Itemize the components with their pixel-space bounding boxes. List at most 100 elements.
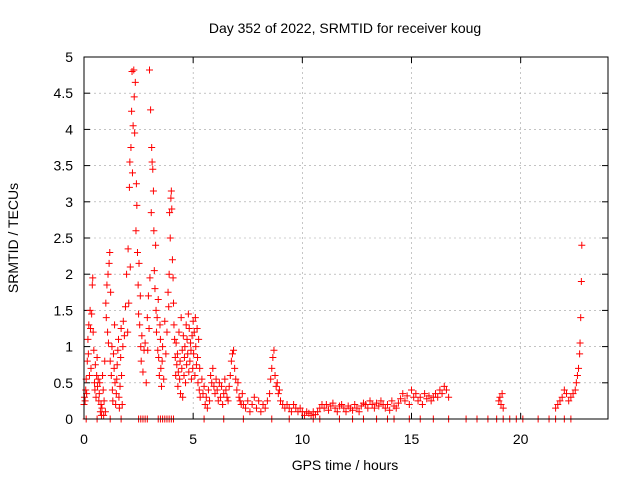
data-point	[102, 299, 110, 307]
data-point	[427, 397, 435, 405]
data-point	[156, 321, 164, 329]
data-point	[386, 406, 394, 414]
data-point	[554, 401, 562, 409]
data-point	[144, 346, 152, 354]
data-point	[128, 67, 136, 75]
data-point	[200, 382, 208, 390]
data-point	[128, 107, 136, 115]
data-point	[103, 281, 111, 289]
data-point	[230, 346, 238, 354]
data-point	[496, 393, 504, 401]
data-point	[131, 78, 139, 86]
data-point	[187, 346, 195, 354]
data-point	[82, 386, 90, 394]
data-point	[259, 401, 267, 409]
data-point	[239, 401, 247, 409]
data-point	[277, 397, 284, 405]
data-point	[569, 390, 577, 398]
data-point	[153, 314, 161, 322]
data-point	[392, 404, 400, 412]
data-point	[162, 350, 170, 358]
data-point	[408, 386, 415, 394]
data-point	[114, 346, 122, 354]
data-point	[266, 390, 274, 398]
data-point	[154, 296, 162, 304]
data-point	[269, 353, 277, 361]
data-point	[199, 390, 207, 398]
y-tick-labels: 0 0.5 1 1.5 2 2.5 3 3.5 4 4.5 5	[54, 49, 74, 427]
data-point	[351, 401, 359, 409]
data-point	[142, 379, 150, 387]
data-point	[225, 382, 233, 390]
data-point	[126, 263, 134, 271]
data-point	[206, 397, 214, 405]
data-point	[186, 357, 194, 365]
data-point	[577, 314, 585, 322]
data-point	[147, 106, 155, 114]
x-tick-label: 20	[513, 431, 529, 447]
data-point	[296, 404, 304, 412]
data-point	[263, 397, 271, 405]
data-point	[125, 183, 133, 191]
data-point	[273, 379, 281, 387]
data-point	[180, 372, 188, 380]
data-point	[383, 401, 391, 409]
data-point	[563, 390, 571, 398]
data-point	[105, 259, 113, 267]
data-point	[214, 397, 222, 405]
data-point	[152, 328, 160, 336]
data-point	[178, 346, 186, 354]
data-point	[179, 393, 187, 401]
data-point	[228, 350, 236, 358]
data-point	[148, 158, 156, 166]
data-point	[156, 335, 164, 343]
data-point	[89, 274, 97, 282]
data-point	[89, 328, 97, 336]
data-point	[242, 404, 250, 412]
data-point	[236, 397, 244, 405]
data-point	[160, 375, 168, 383]
data-point	[340, 404, 348, 412]
data-point	[192, 361, 200, 369]
data-point	[91, 386, 99, 394]
data-point	[573, 372, 581, 380]
data-point	[227, 357, 235, 365]
data-point	[108, 386, 116, 394]
y-tick-label: 3	[65, 194, 73, 210]
data-point	[175, 328, 183, 336]
y-tick-label: 0	[65, 411, 73, 427]
data-point	[172, 372, 180, 380]
data-point	[272, 382, 280, 390]
data-point	[215, 379, 223, 387]
data-point	[150, 267, 158, 275]
data-point	[185, 325, 193, 332]
data-point	[267, 375, 275, 383]
data-point	[189, 364, 197, 372]
data-point	[88, 281, 96, 289]
data-point	[129, 122, 137, 130]
data-point	[183, 361, 191, 369]
data-point	[257, 408, 265, 416]
data-point	[270, 346, 278, 354]
data-point	[207, 372, 215, 380]
data-point	[104, 339, 112, 347]
data-point	[261, 404, 269, 412]
data-point	[118, 401, 126, 409]
data-point	[283, 401, 291, 409]
data-point	[150, 227, 158, 235]
data-point	[94, 375, 102, 383]
data-point	[577, 277, 585, 285]
data-point	[134, 281, 142, 289]
data-point	[149, 187, 157, 195]
data-point	[172, 339, 180, 347]
data-point	[190, 350, 198, 358]
data-point	[178, 364, 186, 372]
data-point	[181, 343, 189, 351]
data-point	[102, 314, 110, 322]
data-point	[92, 393, 100, 401]
data-point	[137, 357, 145, 365]
data-point	[152, 241, 160, 249]
data-point	[191, 314, 199, 322]
data-point	[320, 404, 328, 412]
data-point	[425, 392, 433, 400]
